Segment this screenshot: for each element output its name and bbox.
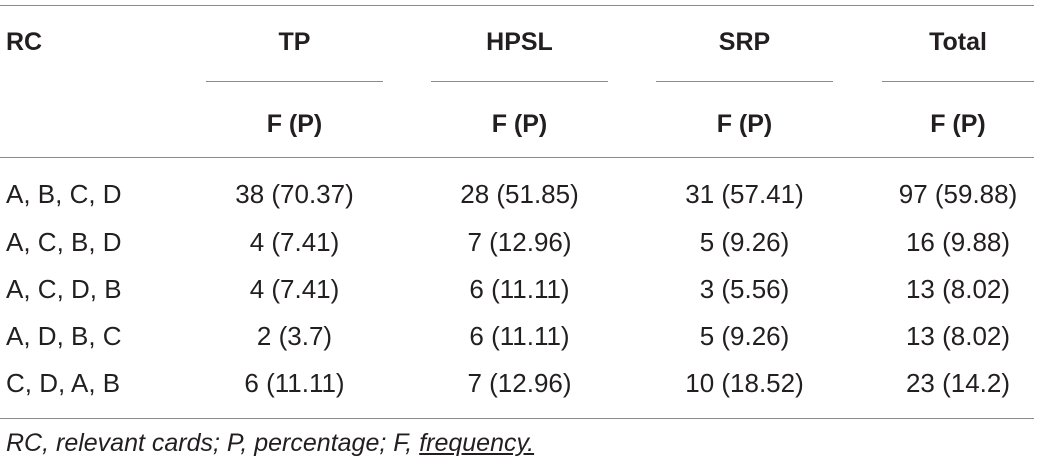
cell-hpsl: 6 (11.11)	[469, 321, 570, 351]
cell-hpsl: 6 (11.11)	[469, 274, 570, 304]
header-tp: TP	[278, 28, 311, 56]
cell-srp: 3 (5.56)	[699, 274, 790, 304]
cell-tp: 2 (3.7)	[256, 321, 333, 351]
row-label: C, D, A, B	[6, 368, 121, 398]
subheader-srp: F (P)	[716, 110, 773, 138]
cell-total: 97 (59.88)	[898, 179, 1018, 209]
cell-total: 23 (14.2)	[905, 368, 1011, 398]
group-rule-total	[882, 81, 1034, 82]
subheader-hpsl: F (P)	[491, 110, 548, 138]
subheader-tp: F (P)	[266, 110, 323, 138]
cell-total: 13 (8.02)	[905, 274, 1011, 304]
cell-srp: 5 (9.26)	[699, 321, 790, 351]
footnote-frequency-link[interactable]: frequency.	[419, 429, 535, 457]
table-bottom-rule	[0, 418, 1034, 419]
header-rc: RC	[6, 28, 43, 56]
cell-srp: 10 (18.52)	[685, 368, 804, 398]
cell-hpsl: 28 (51.85)	[460, 179, 579, 209]
cell-total: 13 (8.02)	[905, 321, 1011, 351]
top-rule	[0, 5, 1034, 6]
row-label: A, C, B, D	[6, 227, 122, 257]
subheader-total: F (P)	[930, 110, 986, 138]
group-rule-srp	[656, 81, 833, 82]
header-srp: SRP	[718, 28, 771, 56]
header-bottom-rule	[0, 157, 1034, 158]
row-label: A, C, D, B	[6, 274, 122, 304]
header-total: Total	[929, 28, 987, 56]
cell-hpsl: 7 (12.96)	[467, 227, 572, 257]
cell-srp: 5 (9.26)	[699, 227, 790, 257]
cell-tp: 4 (7.41)	[249, 274, 340, 304]
header-hpsl: HPSL	[486, 28, 553, 56]
table-footnote: RC, relevant cards; P, percentage; F, fr…	[6, 428, 534, 458]
cell-tp: 4 (7.41)	[249, 227, 340, 257]
group-rule-hpsl	[431, 81, 608, 82]
cell-total: 16 (9.88)	[905, 227, 1011, 257]
row-label: A, D, B, C	[6, 321, 122, 351]
row-label: A, B, C, D	[6, 179, 122, 209]
cell-srp: 31 (57.41)	[685, 179, 804, 209]
cell-tp: 6 (11.11)	[244, 368, 345, 398]
footnote-text: RC, relevant cards; P, percentage; F,	[6, 429, 420, 457]
cell-hpsl: 7 (12.96)	[467, 368, 572, 398]
cell-tp: 38 (70.37)	[235, 179, 354, 209]
group-rule-tp	[206, 81, 383, 82]
